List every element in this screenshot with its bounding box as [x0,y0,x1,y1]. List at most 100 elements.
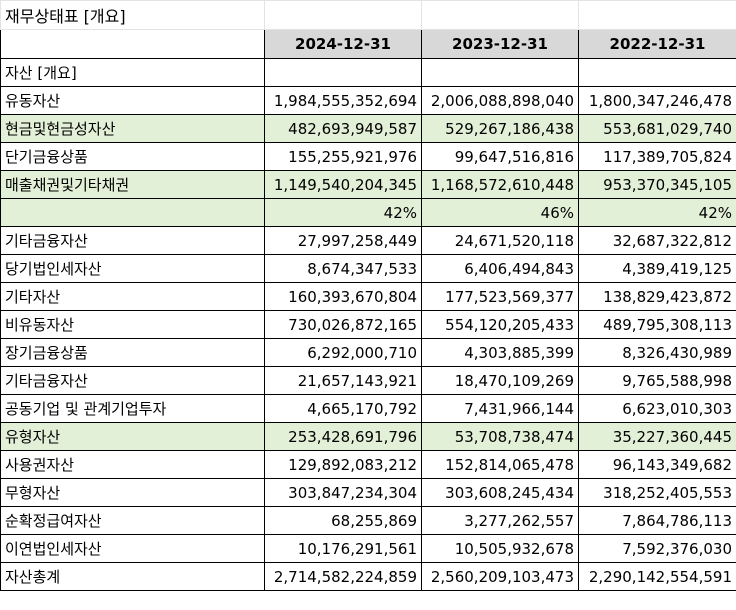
table-row: 자산 [개요] [0,58,736,87]
percent-cell[interactable]: 42% [264,198,422,227]
value-cell[interactable]: 8,674,347,533 [264,254,422,283]
value-cell[interactable]: 138,829,423,872 [578,282,736,311]
value-cell[interactable]: 10,176,291,561 [264,534,422,563]
table-row: 공동기업 및 관계기업투자 4,665,170,792 7,431,966,14… [0,394,736,423]
empty-cell[interactable] [264,0,422,30]
value-cell[interactable]: 303,608,245,434 [421,478,579,507]
sheet-title[interactable]: 재무상태표 [개요] [0,0,265,30]
value-cell[interactable]: 32,687,322,812 [578,226,736,255]
value-cell[interactable]: 35,227,360,445 [578,422,736,451]
value-cell[interactable]: 730,026,872,165 [264,310,422,339]
value-cell[interactable]: 7,864,786,113 [578,506,736,535]
table-row: 이연법인세자산 10,176,291,561 10,505,932,678 7,… [0,534,736,563]
value-cell[interactable]: 10,505,932,678 [421,534,579,563]
row-label[interactable]: 비유동자산 [0,310,265,339]
row-label[interactable] [0,198,265,227]
value-cell[interactable]: 2,714,582,224,859 [264,562,422,591]
value-cell[interactable]: 529,267,186,438 [421,114,579,143]
value-cell[interactable]: 1,168,572,610,448 [421,170,579,199]
row-label[interactable]: 무형자산 [0,478,265,507]
value-cell[interactable]: 6,292,000,710 [264,338,422,367]
value-cell[interactable]: 96,143,349,682 [578,450,736,479]
value-cell[interactable]: 1,149,540,204,345 [264,170,422,199]
row-label[interactable]: 현금및현금성자산 [0,114,265,143]
value-cell[interactable]: 2,006,088,898,040 [421,86,579,115]
value-cell[interactable]: 21,657,143,921 [264,366,422,395]
header-corner-cell[interactable] [0,29,265,59]
value-cell[interactable] [421,58,579,87]
value-cell[interactable]: 4,303,885,399 [421,338,579,367]
column-header-2023[interactable]: 2023-12-31 [421,29,579,59]
value-cell[interactable]: 27,997,258,449 [264,226,422,255]
table-row-total: 자산총계 2,714,582,224,859 2,560,209,103,473… [0,562,736,591]
percent-cell[interactable]: 46% [421,198,579,227]
row-label[interactable]: 순확정급여자산 [0,506,265,535]
value-cell[interactable]: 482,693,949,587 [264,114,422,143]
value-cell[interactable]: 953,370,345,105 [578,170,736,199]
table-row: 무형자산 303,847,234,304 303,608,245,434 318… [0,478,736,507]
table-row: 기타금융자산 27,997,258,449 24,671,520,118 32,… [0,226,736,255]
table-row-highlighted: 현금및현금성자산 482,693,949,587 529,267,186,438… [0,114,736,143]
value-cell[interactable]: 3,277,262,557 [421,506,579,535]
value-cell[interactable]: 24,671,520,118 [421,226,579,255]
row-label[interactable]: 기타금융자산 [0,366,265,395]
value-cell[interactable]: 9,765,588,998 [578,366,736,395]
value-cell[interactable] [578,58,736,87]
value-cell[interactable]: 1,800,347,246,478 [578,86,736,115]
table-row: 비유동자산 730,026,872,165 554,120,205,433 48… [0,310,736,339]
value-cell[interactable]: 318,252,405,553 [578,478,736,507]
value-cell[interactable]: 53,708,738,474 [421,422,579,451]
column-header-2022[interactable]: 2022-12-31 [578,29,736,59]
percent-cell[interactable]: 42% [578,198,736,227]
row-label[interactable]: 매출채권및기타채권 [0,170,265,199]
value-cell[interactable]: 253,428,691,796 [264,422,422,451]
value-cell[interactable]: 553,681,029,740 [578,114,736,143]
value-cell[interactable]: 303,847,234,304 [264,478,422,507]
value-cell[interactable]: 160,393,670,804 [264,282,422,311]
value-cell[interactable]: 129,892,083,212 [264,450,422,479]
row-label[interactable]: 사용권자산 [0,450,265,479]
row-label[interactable]: 공동기업 및 관계기업투자 [0,394,265,423]
value-cell[interactable]: 4,389,419,125 [578,254,736,283]
value-cell[interactable]: 7,431,966,144 [421,394,579,423]
row-label[interactable]: 기타자산 [0,282,265,311]
table-row-highlighted: 매출채권및기타채권 1,149,540,204,345 1,168,572,61… [0,170,736,199]
table-row: 기타자산 160,393,670,804 177,523,569,377 138… [0,282,736,311]
value-cell[interactable]: 152,814,065,478 [421,450,579,479]
row-label[interactable]: 당기법인세자산 [0,254,265,283]
table-row: 유동자산 1,984,555,352,694 2,006,088,898,040… [0,86,736,115]
table-row-highlighted: 42% 46% 42% [0,198,736,227]
value-cell[interactable]: 4,665,170,792 [264,394,422,423]
value-cell[interactable]: 2,560,209,103,473 [421,562,579,591]
value-cell[interactable]: 6,623,010,303 [578,394,736,423]
empty-cell[interactable] [421,0,579,30]
row-label[interactable]: 유형자산 [0,422,265,451]
value-cell[interactable]: 6,406,494,843 [421,254,579,283]
table-row: 단기금융상품 155,255,921,976 99,647,516,816 11… [0,142,736,171]
value-cell[interactable]: 2,290,142,554,591 [578,562,736,591]
row-label[interactable]: 이연법인세자산 [0,534,265,563]
row-label[interactable]: 유동자산 [0,86,265,115]
value-cell[interactable]: 1,984,555,352,694 [264,86,422,115]
row-label[interactable]: 기타금융자산 [0,226,265,255]
row-label[interactable]: 자산 [개요] [0,58,265,87]
value-cell[interactable]: 155,255,921,976 [264,142,422,171]
value-cell[interactable]: 489,795,308,113 [578,310,736,339]
value-cell[interactable]: 68,255,869 [264,506,422,535]
column-header-2024[interactable]: 2024-12-31 [264,29,422,59]
header-row: 2024-12-31 2023-12-31 2022-12-31 [0,29,736,59]
value-cell[interactable]: 99,647,516,816 [421,142,579,171]
value-cell[interactable]: 177,523,569,377 [421,282,579,311]
value-cell[interactable]: 18,470,109,269 [421,366,579,395]
value-cell[interactable]: 117,389,705,824 [578,142,736,171]
value-cell[interactable]: 7,592,376,030 [578,534,736,563]
value-cell[interactable]: 8,326,430,989 [578,338,736,367]
row-label[interactable]: 단기금융상품 [0,142,265,171]
balance-sheet-table: 재무상태표 [개요] 2024-12-31 2023-12-31 2022-12… [0,0,736,591]
empty-cell[interactable] [578,0,736,30]
value-cell[interactable] [264,58,422,87]
row-label[interactable]: 장기금융상품 [0,338,265,367]
table-row-highlighted: 유형자산 253,428,691,796 53,708,738,474 35,2… [0,422,736,451]
value-cell[interactable]: 554,120,205,433 [421,310,579,339]
row-label[interactable]: 자산총계 [0,562,265,591]
